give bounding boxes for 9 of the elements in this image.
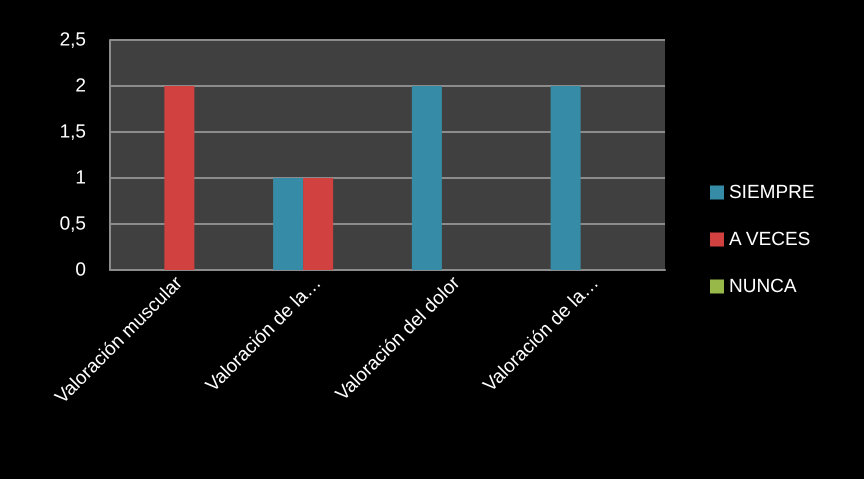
legend-label: A VECES [729, 229, 810, 250]
y-tick-label: 2,5 [60, 30, 86, 50]
y-tick-label: 0 [75, 260, 86, 280]
y-tick-label: 0,5 [60, 214, 86, 234]
y-tick-label: 1 [75, 168, 86, 188]
y-tick-label: 1,5 [60, 122, 86, 142]
y-tick-label: 2 [75, 76, 86, 96]
legend-label: SIEMPRE [729, 182, 815, 203]
legend-label: NUNCA [729, 276, 797, 297]
